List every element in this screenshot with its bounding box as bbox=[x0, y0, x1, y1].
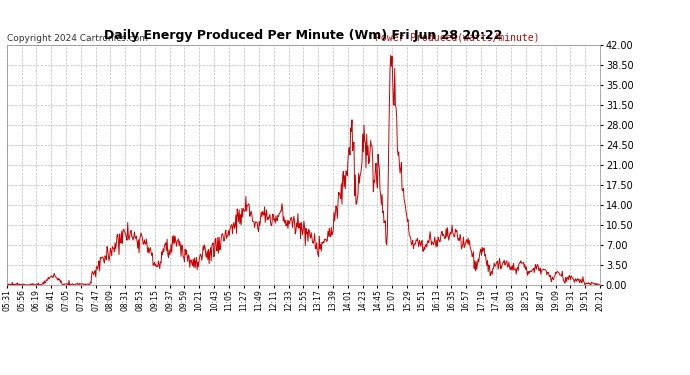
Text: Copyright 2024 Cartronics.com: Copyright 2024 Cartronics.com bbox=[7, 34, 148, 43]
Title: Daily Energy Produced Per Minute (Wm) Fri Jun 28 20:22: Daily Energy Produced Per Minute (Wm) Fr… bbox=[104, 30, 503, 42]
Text: Power Produced(watts/minute): Power Produced(watts/minute) bbox=[375, 33, 540, 43]
